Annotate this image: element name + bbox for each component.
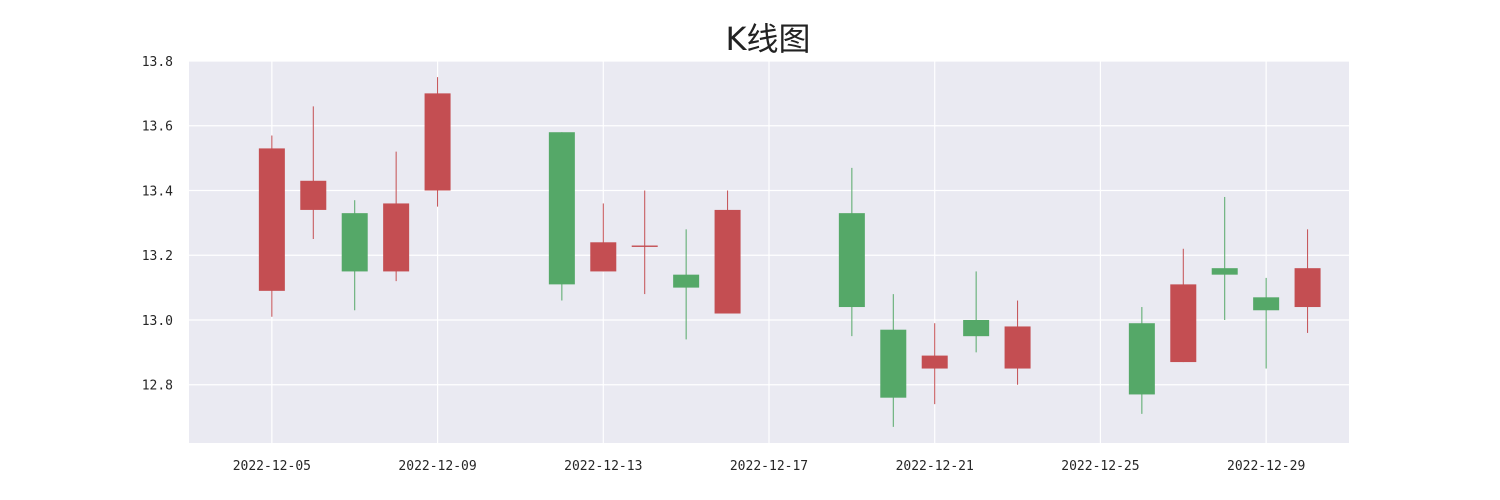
candle-body — [1128, 323, 1155, 395]
candle-body — [548, 132, 575, 285]
candle-2022-12-06 — [300, 106, 327, 240]
candle-body — [1294, 268, 1321, 308]
candle-body — [341, 213, 368, 272]
candle-body — [963, 319, 990, 337]
candle-body — [921, 355, 948, 369]
candle-body — [1004, 326, 1031, 369]
y-tick-label: 13.0 — [142, 314, 173, 329]
x-tick-label: 2022-12-05 — [233, 459, 311, 474]
candle-body — [424, 93, 451, 191]
candle-body — [1253, 297, 1280, 311]
candle-2022-12-19 — [838, 167, 865, 337]
x-tick-label: 2022-12-09 — [398, 459, 476, 474]
candle-2022-12-23 — [1004, 300, 1031, 385]
candle-body — [590, 242, 617, 272]
candle-body — [673, 274, 700, 288]
candle-2022-12-29 — [1253, 277, 1280, 369]
candle-body — [383, 203, 410, 272]
x-axis-ticks: 2022-12-05 2022-12-09 2022-12-13 2022-12-17… — [233, 459, 1306, 474]
x-tick-label: 2022-12-21 — [896, 459, 974, 474]
candle-2022-12-26 — [1128, 307, 1155, 414]
grid-lines — [189, 60, 1349, 443]
candle-2022-12-12 — [548, 132, 575, 301]
candle-body — [300, 180, 327, 210]
y-axis-ticks: 12.8 13.0 13.2 13.4 13.6 13.8 — [142, 55, 173, 394]
candle-2022-12-30 — [1294, 229, 1321, 333]
candle-2022-12-09 — [424, 77, 451, 207]
candle-2022-12-13 — [590, 203, 617, 272]
candle-2022-12-28 — [1211, 196, 1238, 320]
candle-2022-12-20 — [880, 294, 907, 427]
y-tick-label: 13.4 — [142, 184, 173, 199]
y-tick-label: 13.6 — [142, 120, 173, 135]
x-tick-label: 2022-12-13 — [564, 459, 642, 474]
candle-body — [1211, 268, 1238, 275]
candle-2022-12-27 — [1170, 248, 1197, 363]
candle-2022-12-05 — [258, 135, 285, 317]
x-tick-label: 2022-12-25 — [1061, 459, 1139, 474]
y-tick-label: 12.8 — [142, 379, 173, 394]
candle-body — [838, 213, 865, 308]
chart-title: K线图 — [725, 20, 811, 58]
candle-2022-12-22 — [963, 271, 990, 353]
y-tick-label: 13.2 — [142, 249, 173, 264]
candle-body — [880, 329, 907, 398]
candles — [258, 77, 1321, 427]
candle-body — [258, 148, 285, 291]
candle-2022-12-15 — [673, 229, 700, 340]
x-tick-label: 2022-12-17 — [730, 459, 808, 474]
candle-body — [714, 209, 741, 314]
x-tick-label: 2022-12-29 — [1227, 459, 1305, 474]
candle-body — [631, 245, 658, 247]
candle-2022-12-14 — [631, 190, 658, 295]
y-tick-label: 13.8 — [142, 55, 173, 70]
candle-2022-12-08 — [383, 151, 410, 282]
candle-2022-12-21 — [921, 323, 948, 405]
candle-2022-12-16 — [714, 190, 741, 314]
candle-2022-12-07 — [341, 200, 368, 311]
candle-body — [1170, 284, 1197, 363]
